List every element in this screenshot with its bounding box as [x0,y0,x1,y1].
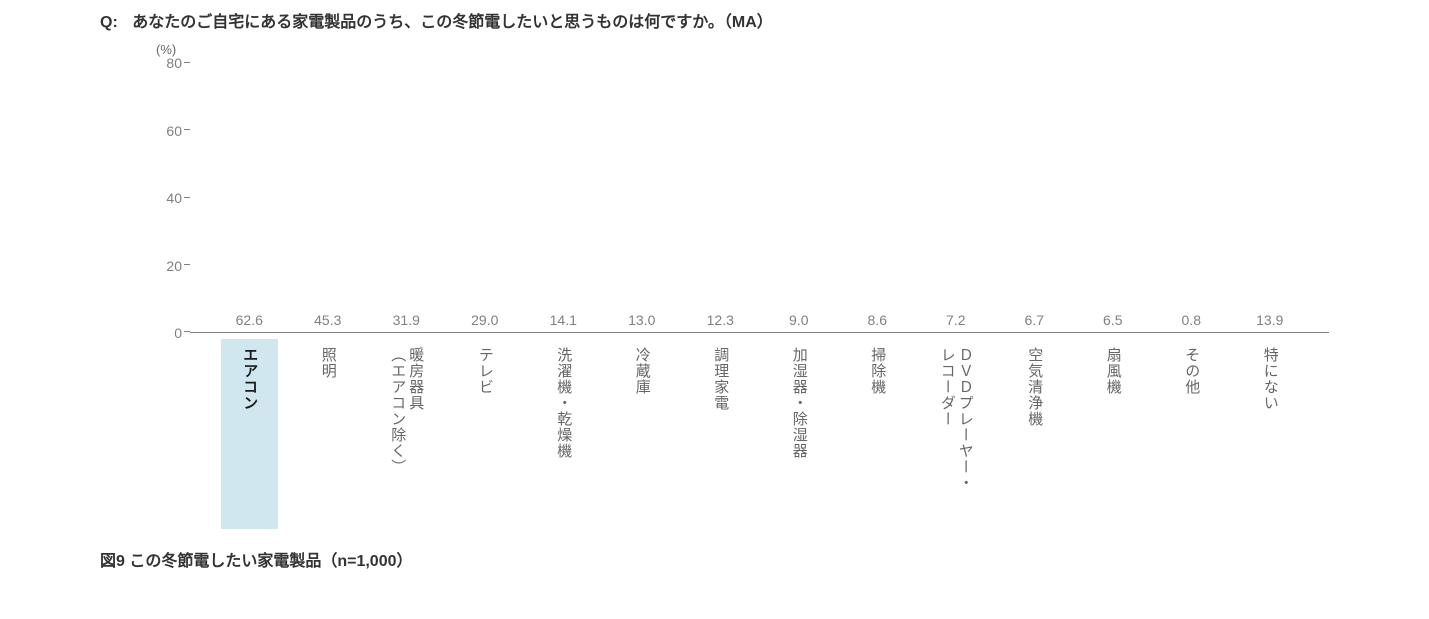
bar-value-label: 29.0 [471,312,498,328]
y-tick-label: 80 [166,55,182,71]
figure-caption: 図9 この冬節電したい家電製品（n=1,000） [100,547,1329,571]
x-label-column: 特にない [1231,333,1310,529]
bar-value-label: 7.2 [946,312,965,328]
x-label-text: テレビ [476,347,494,521]
x-label-box: ＤＶＤプレーヤー・ レコーダー [934,339,978,529]
y-tick-label: 20 [166,258,182,274]
x-label-box: 洗濯機・乾燥機 [550,339,576,529]
bar-column: 31.9 [367,312,446,332]
x-label-text: 掃除機 [868,347,886,521]
bar-column: 7.2 [917,312,996,332]
bar-chart: (%) 0 20 40 60 80 62.6 45.3 31.9 29.0 14.1 13.0 12… [150,42,1329,529]
bar-value-label: 6.7 [1025,312,1044,328]
x-label-box: 加湿器・除湿器 [786,339,812,529]
x-label-box: 扇風機 [1100,339,1126,529]
bar-column: 45.3 [289,312,368,332]
y-tick-mark [184,264,190,265]
x-label-box: 空気清浄機 [1021,339,1047,529]
x-label-text: その他 [1182,347,1200,521]
y-tick-mark [184,331,190,332]
bar-column: 12.3 [681,312,760,332]
bar-column: 6.7 [995,312,1074,332]
x-label-text: 調理家電 [711,347,729,521]
x-label-column: 掃除機 [838,333,917,529]
bar-column: 8.6 [838,312,917,332]
plot-area: 020406080 62.645.331.929.014.113.012.39.… [150,63,1329,333]
y-tick-mark [184,62,190,63]
x-label-column: その他 [1152,333,1231,529]
bar-value-label: 13.9 [1256,312,1283,328]
question-heading: Q: あなたのご自宅にある家電製品のうち、この冬節電したいと思うものは何ですか。… [100,8,1329,32]
question-text: あなたのご自宅にある家電製品のうち、この冬節電したいと思うものは何ですか。（MA… [132,14,773,31]
bar-column: 0.8 [1152,312,1231,332]
x-label-column: 空気清浄機 [995,333,1074,529]
x-label-text: エアコン [240,347,258,521]
bar-value-label: 0.8 [1182,312,1201,328]
bar-column: 13.0 [603,312,682,332]
y-tick-mark [184,129,190,130]
x-label-box: 暖房器具 （エアコン除く） [384,339,428,529]
x-label-column: 調理家電 [681,333,760,529]
y-tick-label: 0 [174,325,182,341]
x-label-column: 加湿器・除湿器 [760,333,839,529]
x-label-column: 扇風機 [1074,333,1153,529]
page: Q: あなたのご自宅にある家電製品のうち、この冬節電したいと思うものは何ですか。… [0,8,1429,591]
bar-value-label: 62.6 [236,312,263,328]
bar-value-label: 6.5 [1103,312,1122,328]
bar-value-label: 12.3 [707,312,734,328]
x-label-text: 照明 [319,347,337,521]
x-axis-labels: エアコン 照明 暖房器具 （エアコン除く） テレビ 洗濯機・乾燥機 冷蔵庫 調理家電 加湿器・… [190,333,1329,529]
bars-area: 62.6 45.3 31.9 29.0 14.1 13.0 12.3 9.0 8.6 7.2 6.7… [190,63,1329,333]
x-label-text: 特にない [1261,347,1279,521]
x-label-text: ＤＶＤプレーヤー・ レコーダー [938,347,974,521]
x-label-box: 掃除機 [864,339,890,529]
x-label-box: 冷蔵庫 [629,339,655,529]
x-label-box: 特にない [1257,339,1283,529]
x-label-text: 扇風機 [1104,347,1122,521]
y-tick-label: 40 [166,190,182,206]
x-label-box: 照明 [315,339,341,529]
x-label-column: ＤＶＤプレーヤー・ レコーダー [917,333,996,529]
x-label-column: 暖房器具 （エアコン除く） [367,333,446,529]
bar-column: 9.0 [760,312,839,332]
x-label-text: 暖房器具 （エアコン除く） [388,347,424,521]
x-label-text: 加湿器・除湿器 [790,347,808,521]
x-label-column: 照明 [289,333,368,529]
bar-value-label: 13.0 [628,312,655,328]
question-prefix: Q: [100,14,118,31]
y-tick-label: 60 [166,123,182,139]
x-label-column: エアコン [210,333,289,529]
x-label-box: 調理家電 [707,339,733,529]
y-axis-unit: (%) [156,42,1329,57]
x-label-box: エアコン [221,339,278,529]
y-axis: 020406080 [150,63,190,333]
bar-column: 14.1 [524,312,603,332]
bar-value-label: 9.0 [789,312,808,328]
bar-value-label: 31.9 [393,312,420,328]
bar-column: 29.0 [446,312,525,332]
x-label-column: 冷蔵庫 [603,333,682,529]
y-tick-mark [184,197,190,198]
x-label-box: テレビ [472,339,498,529]
bar-value-label: 8.6 [868,312,887,328]
x-label-column: テレビ [446,333,525,529]
bar-column: 62.6 [210,312,289,332]
bar-column: 13.9 [1231,312,1310,332]
bar-column: 6.5 [1074,312,1153,332]
x-label-column: 洗濯機・乾燥機 [524,333,603,529]
x-label-text: 洗濯機・乾燥機 [554,347,572,521]
x-label-text: 冷蔵庫 [633,347,651,521]
bar-value-label: 45.3 [314,312,341,328]
bar-value-label: 14.1 [550,312,577,328]
x-label-text: 空気清浄機 [1025,347,1043,521]
x-label-box: その他 [1178,339,1204,529]
